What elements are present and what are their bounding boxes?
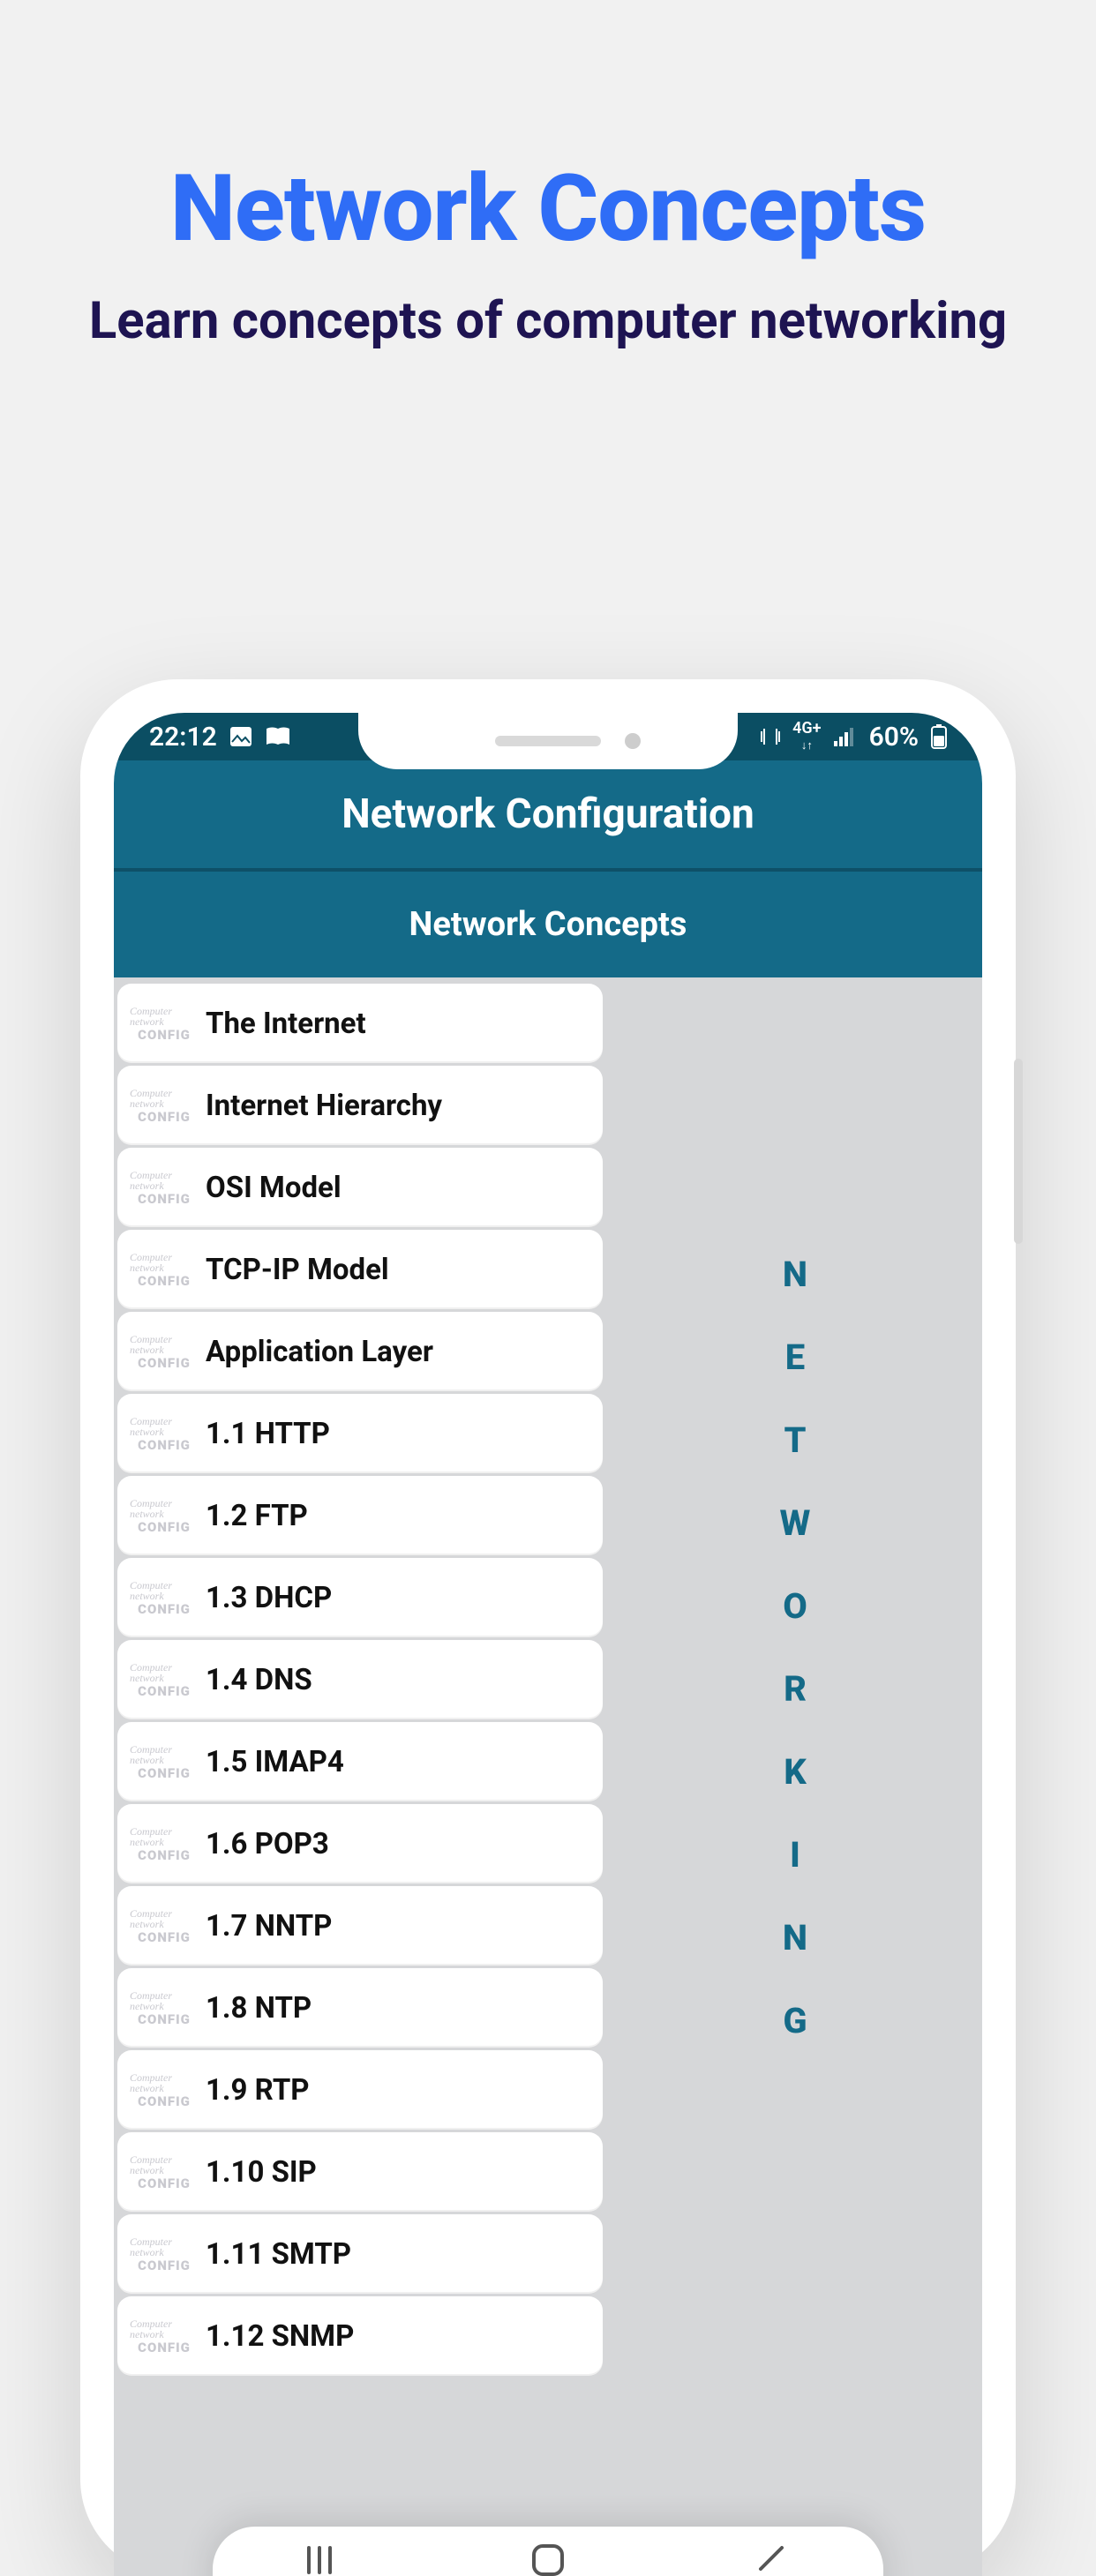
system-nav-bar[interactable] [213, 2527, 883, 2576]
config-icon: Computer networkCONFIG [130, 1900, 199, 1951]
config-icon: Computer networkCONFIG [130, 1080, 199, 1131]
list-item-label: 1.12 SNMP [206, 2319, 354, 2354]
list-item-label: OSI Model [206, 1171, 342, 1205]
list-item-label: 1.4 DNS [206, 1663, 312, 1697]
config-icon: Computer networkCONFIG [130, 2146, 199, 2198]
list-item[interactable]: Computer networkCONFIG1.10 SIP [117, 2132, 603, 2212]
nav-back-icon[interactable] [750, 2542, 792, 2576]
device-side-button [1014, 1059, 1023, 1244]
list-item[interactable]: Computer networkCONFIG1.4 DNS [117, 1640, 603, 1719]
list-item[interactable]: Computer networkCONFIG1.1 HTTP [117, 1394, 603, 1473]
list-item-label: 1.6 POP3 [206, 1827, 329, 1861]
list-item-label: Application Layer [206, 1335, 433, 1369]
data-icon: 4G+ ↓↑ [792, 721, 821, 753]
config-icon: Computer networkCONFIG [130, 998, 199, 1049]
config-icon: Computer networkCONFIG [130, 1244, 199, 1295]
side-letter: W [780, 1482, 811, 1565]
list-item[interactable]: Computer networkCONFIGApplication Layer [117, 1312, 603, 1391]
battery-icon [931, 724, 947, 749]
list-item-label: 1.9 RTP [206, 2073, 310, 2108]
promo-subtitle: Learn concepts of computer networking [0, 289, 1096, 354]
list-item-label: 1.11 SMTP [206, 2237, 351, 2272]
battery-pct: 60% [869, 722, 919, 753]
app-header-title: Network Configuration [342, 790, 754, 838]
side-letter: O [780, 1565, 811, 1648]
side-column: NETWORKING [608, 977, 982, 2576]
side-letter: K [780, 1731, 811, 1814]
notch-camera [625, 733, 641, 749]
nav-recents-icon[interactable] [304, 2542, 346, 2576]
nav-home-icon[interactable] [527, 2542, 569, 2576]
signal-icon [834, 727, 857, 746]
config-icon: Computer networkCONFIG [130, 1326, 199, 1377]
side-vertical-word: NETWORKING [780, 1233, 811, 2063]
list-item[interactable]: Computer networkCONFIG1.5 IMAP4 [117, 1722, 603, 1801]
list-item[interactable]: Computer networkCONFIGInternet Hierarchy [117, 1066, 603, 1145]
config-icon: Computer networkCONFIG [130, 1572, 199, 1623]
list-item[interactable]: Computer networkCONFIG1.2 FTP [117, 1476, 603, 1555]
side-letter: G [780, 1980, 811, 2063]
config-icon: Computer networkCONFIG [130, 1654, 199, 1705]
list-item-label: TCP-IP Model [206, 1253, 389, 1287]
list-item[interactable]: Computer networkCONFIG1.12 SNMP [117, 2296, 603, 2376]
content-area: Computer networkCONFIGThe InternetComput… [114, 977, 982, 2576]
list-item[interactable]: Computer networkCONFIG1.8 NTP [117, 1968, 603, 2048]
data-label: 4G+ [792, 719, 821, 738]
list-item-label: 1.3 DHCP [206, 1581, 332, 1615]
list-item[interactable]: Computer networkCONFIG1.11 SMTP [117, 2214, 603, 2294]
promo-block: Network Concepts Learn concepts of compu… [0, 154, 1096, 354]
list-item-label: 1.1 HTTP [206, 1417, 330, 1451]
list-item[interactable]: Computer networkCONFIG1.9 RTP [117, 2050, 603, 2130]
config-icon: Computer networkCONFIG [130, 1818, 199, 1869]
side-letter: R [780, 1648, 811, 1731]
list-item-label: 1.7 NNTP [206, 1909, 332, 1943]
config-icon: Computer networkCONFIG [130, 1736, 199, 1787]
list-item-label: 1.10 SIP [206, 2155, 317, 2190]
list-item[interactable]: Computer networkCONFIG1.3 DHCP [117, 1558, 603, 1637]
topics-list[interactable]: Computer networkCONFIGThe InternetComput… [114, 977, 608, 2576]
list-item[interactable]: Computer networkCONFIG1.7 NNTP [117, 1886, 603, 1966]
phone-screen: 22:12 4G+ ↓↑ 60% [114, 713, 982, 2576]
book-icon [265, 726, 291, 747]
gallery-icon [229, 726, 252, 747]
config-icon: Computer networkCONFIG [130, 2310, 199, 2362]
list-item-label: 1.2 FTP [206, 1499, 308, 1533]
promo-title: Network Concepts [0, 154, 1096, 263]
list-item[interactable]: Computer networkCONFIGThe Internet [117, 984, 603, 1063]
config-icon: Computer networkCONFIG [130, 1982, 199, 2033]
config-icon: Computer networkCONFIG [130, 1408, 199, 1459]
side-letter: T [780, 1399, 811, 1482]
device-notch [358, 713, 738, 769]
list-item-label: 1.5 IMAP4 [206, 1745, 344, 1779]
app-header: Network Configuration [114, 760, 982, 872]
list-item-label: 1.8 NTP [206, 1991, 312, 2026]
side-letter: E [780, 1316, 811, 1399]
list-item[interactable]: Computer networkCONFIG1.6 POP3 [117, 1804, 603, 1883]
side-letter: N [780, 1233, 811, 1316]
config-icon: Computer networkCONFIG [130, 1162, 199, 1213]
list-item-label: The Internet [206, 1007, 366, 1041]
notch-speaker [495, 736, 601, 746]
config-icon: Computer networkCONFIG [130, 2064, 199, 2115]
list-item-label: Internet Hierarchy [206, 1089, 442, 1123]
side-letter: I [780, 1814, 811, 1897]
config-icon: Computer networkCONFIG [130, 1490, 199, 1541]
list-item[interactable]: Computer networkCONFIGOSI Model [117, 1148, 603, 1227]
vibrate-icon [761, 726, 780, 747]
list-item[interactable]: Computer networkCONFIGTCP-IP Model [117, 1230, 603, 1309]
section-header: Network Concepts [114, 872, 982, 977]
section-title: Network Concepts [409, 905, 687, 944]
config-icon: Computer networkCONFIG [130, 2228, 199, 2280]
side-letter: N [780, 1897, 811, 1980]
phone-mockup: 22:12 4G+ ↓↑ 60% [80, 679, 1016, 2576]
status-time: 22:12 [149, 722, 217, 753]
